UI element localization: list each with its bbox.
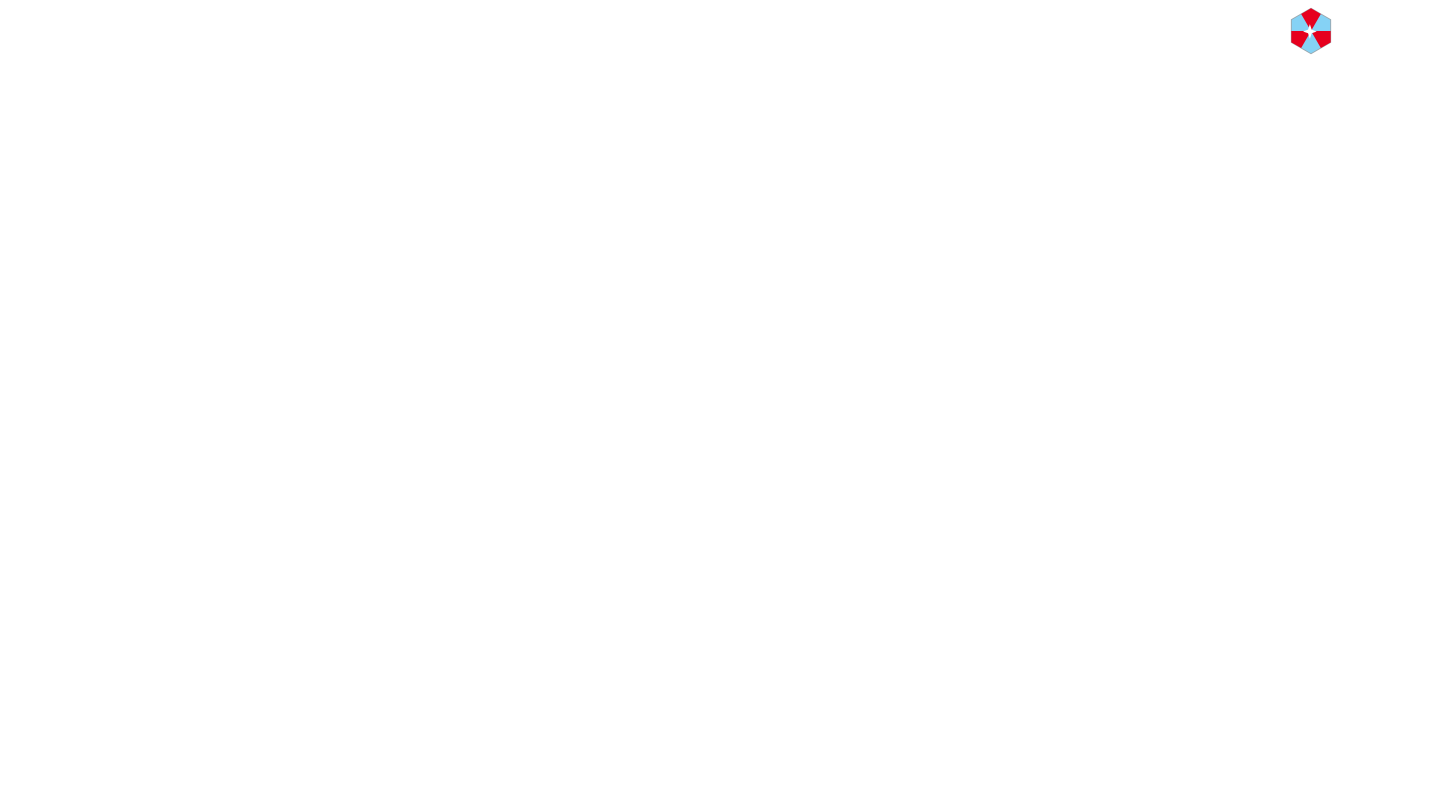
star-sparkle bbox=[1303, 24, 1317, 39]
hexagon-logo-icon bbox=[1290, 7, 1332, 55]
vendor-logo bbox=[1286, 3, 1332, 55]
